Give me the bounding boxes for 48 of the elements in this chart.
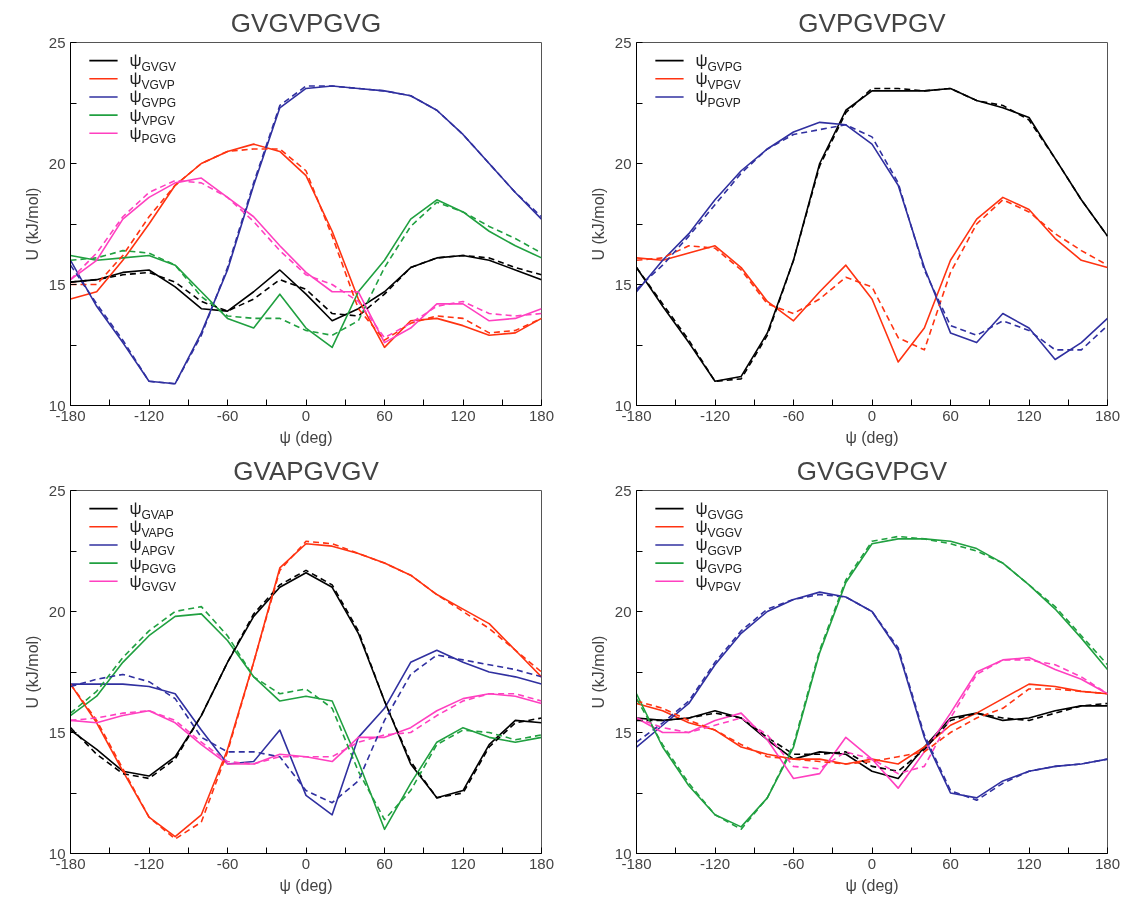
y-tick-label: 25: [614, 33, 632, 51]
chart-title: GVAPGVGV: [233, 455, 380, 486]
x-tick-label: 60: [942, 854, 959, 872]
y-tick-label: 15: [614, 723, 632, 741]
x-tick-label: 0: [867, 854, 877, 872]
x-tick-label: 0: [301, 854, 311, 872]
x-tick-label: 180: [528, 406, 555, 424]
x-tick-label: 60: [376, 854, 393, 872]
x-tick-label: 180: [1094, 854, 1121, 872]
y-tick-label: 20: [48, 602, 66, 620]
y-tick-label: 20: [614, 154, 632, 172]
y-tick-label: 20: [48, 154, 66, 172]
x-tick-label: 60: [942, 406, 959, 424]
x-tick-label: 120: [1016, 406, 1042, 424]
x-tick-label: 60: [376, 406, 393, 424]
x-axis-title: ψ (deg): [845, 428, 899, 446]
x-tick-label: -120: [133, 406, 165, 424]
y-axis-title: U (kJ/mol): [589, 187, 607, 261]
x-axis-title: ψ (deg): [845, 876, 899, 894]
x-tick-label: -120: [699, 406, 731, 424]
x-tick-label: -60: [216, 854, 239, 872]
y-axis-title: U (kJ/mol): [23, 635, 41, 709]
x-tick-label: 180: [528, 854, 555, 872]
x-tick-label: 180: [1094, 406, 1121, 424]
x-tick-label: -60: [782, 406, 805, 424]
y-tick-label: 15: [48, 723, 66, 741]
x-tick-label: -120: [699, 854, 731, 872]
x-tick-label: -60: [216, 406, 239, 424]
chart-title: GVGVPGVG: [230, 7, 382, 38]
x-axis-title: ψ (deg): [279, 876, 333, 894]
y-axis-title: U (kJ/mol): [589, 635, 607, 709]
y-axis-title: U (kJ/mol): [23, 187, 41, 261]
x-tick-label: 120: [450, 854, 476, 872]
y-tick-label: 15: [48, 275, 66, 293]
y-tick-label: 25: [48, 33, 66, 51]
x-axis-title: ψ (deg): [279, 428, 333, 446]
y-tick-label: 20: [614, 602, 632, 620]
chart-title: GVPGVPGV: [798, 7, 947, 38]
x-tick-label: 0: [301, 406, 311, 424]
x-tick-label: 120: [1016, 854, 1042, 872]
x-tick-label: 120: [450, 406, 476, 424]
chart-title: GVGGVPGV: [796, 455, 948, 486]
x-tick-label: -120: [133, 854, 165, 872]
x-tick-label: 0: [867, 406, 877, 424]
x-tick-label: -60: [782, 854, 805, 872]
y-tick-label: 15: [614, 275, 632, 293]
y-tick-label: 25: [614, 481, 632, 499]
y-tick-label: 25: [48, 481, 66, 499]
